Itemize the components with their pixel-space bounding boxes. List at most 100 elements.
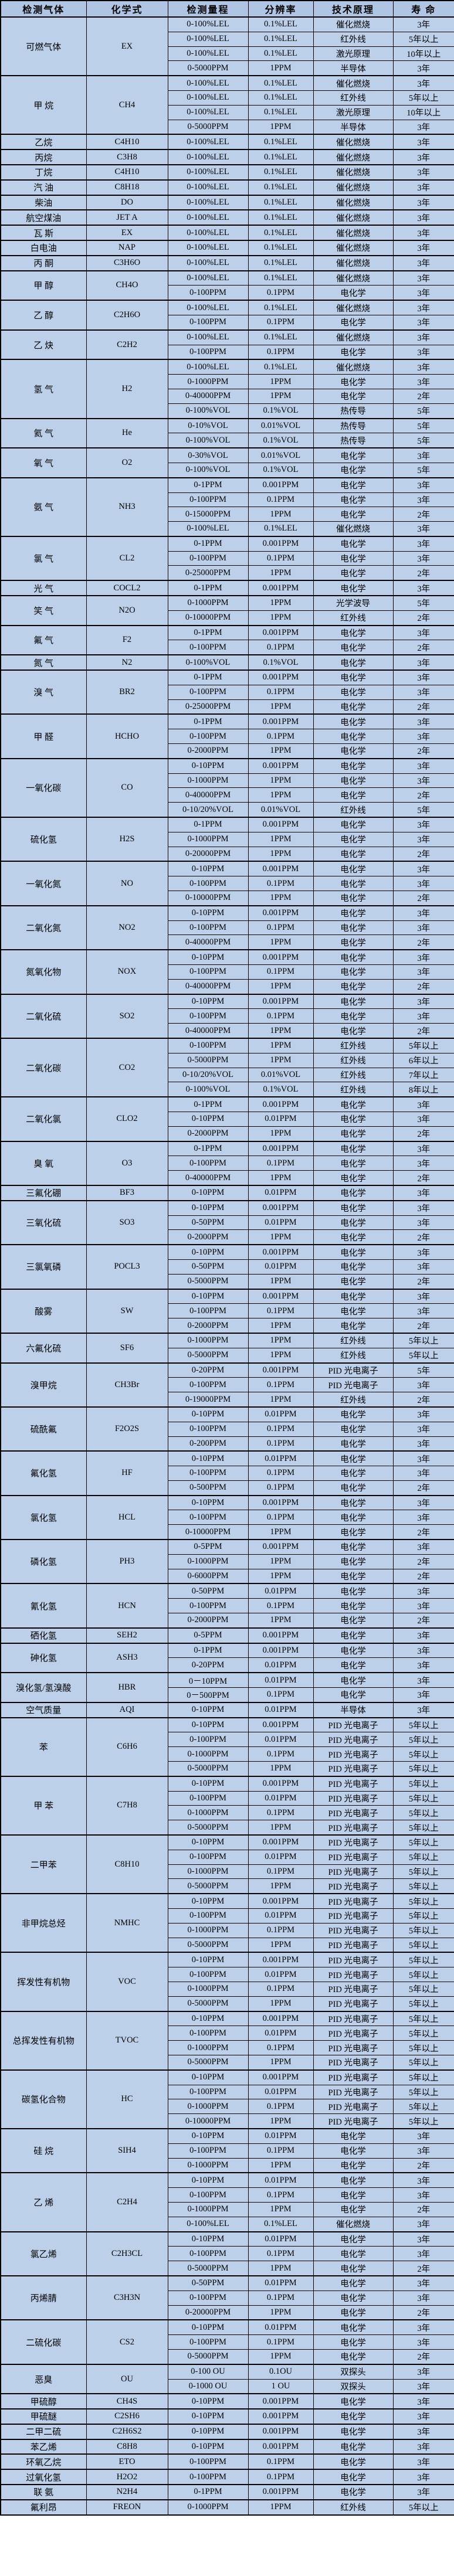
lifespan-cell: 5年以上: [392, 1805, 454, 1821]
column-header-4: 技术原理: [313, 0, 394, 18]
gas-row: 光 气 COCL2 0-1PPM 0.001PPM 电化学 3年: [0, 580, 454, 597]
gas-row: 0-10000PPM 1PPM 红外线 2年: [1, 610, 454, 626]
lifespan-cell: 5年以上: [392, 1849, 454, 1865]
range-cell: 0-1000PPM: [167, 595, 249, 611]
resolution-cell: 1PPM: [248, 1554, 314, 1569]
principle-cell: 电化学: [313, 1466, 394, 1481]
formula-cell: NOX: [86, 949, 168, 995]
resolution-cell: 0.1%LEL: [248, 329, 314, 345]
gas-row: 0-1000PPM 1PPM 电化学 2年: [1, 1554, 454, 1569]
range-cell: 0-1000PPM: [167, 1922, 249, 1938]
principle-cell: 电化学: [313, 905, 394, 921]
lifespan-cell: 3年: [392, 1495, 454, 1511]
gas-name-cell: 甲 醛: [0, 713, 87, 759]
resolution-cell: 1PPM: [248, 1038, 314, 1053]
range-cell: 0-100PPM: [167, 2084, 249, 2100]
formula-cell: N2H4: [86, 2484, 168, 2500]
principle-cell: 电化学: [313, 2172, 394, 2188]
range-cell: 0-10PPM: [167, 758, 249, 774]
gas-row: 0-100PPM 0.01PPM PID 光电离子 5年以上: [1, 1790, 454, 1806]
gas-row: 0-100PPM 0.01PPM PID 光电离子 5年以上: [1, 1849, 454, 1865]
gas-row: 0-100PPM 0.1PPM 电化学 2年: [1, 640, 454, 656]
lifespan-cell: 2年: [392, 699, 454, 715]
principle-cell: 电化学: [313, 1303, 394, 1319]
principle-cell: 电化学: [313, 684, 394, 700]
range-cell: 0-20000PPM: [167, 2305, 249, 2321]
resolution-cell: 0.1PPM: [248, 1598, 314, 1614]
resolution-cell: 1PPM: [248, 1273, 314, 1290]
lifespan-cell: 5年以上: [392, 1908, 454, 1923]
gas-row: 一氧化碳 CO 0-10PPM 0.001PPM 电化学 3年: [0, 758, 454, 818]
principle-cell: PID 光电离子: [313, 1952, 394, 1968]
resolution-cell: 0.01PPM: [248, 1790, 314, 1806]
resolution-cell: 0.001PPM: [248, 2011, 314, 2027]
range-cell: 0-10PPM: [167, 1406, 249, 1422]
formula-cell: N2: [86, 654, 168, 671]
formula-cell: HCN: [86, 1583, 168, 1629]
principle-cell: 半导体: [313, 119, 394, 135]
principle-cell: 电化学: [313, 1406, 394, 1422]
resolution-cell: 0.1%LEL: [248, 2216, 314, 2232]
resolution-cell: 0.01PPM: [248, 2275, 314, 2291]
principle-cell: PID 光电离子: [313, 1908, 394, 1923]
resolution-cell: 1PPM: [248, 2113, 314, 2129]
range-cell: 0-100PPM: [167, 1377, 249, 1393]
lifespan-cell: 3年: [392, 1008, 454, 1024]
principle-cell: 催化燃烧: [313, 16, 394, 32]
gas-name-cell: 碳氢化合物: [0, 2069, 87, 2129]
formula-cell: C8H8: [86, 2439, 168, 2455]
gas-row: 六氟化硫 SF6 0-1000PPM 1PPM 红外线 5年以上: [0, 1333, 454, 1364]
formula-cell: C6H6: [86, 1717, 168, 1777]
range-cell: 0-5000PPM: [167, 1761, 249, 1777]
range-cell: 0-40000PPM: [167, 978, 249, 995]
resolution-cell: 0.1PPM: [248, 492, 314, 508]
formula-cell: FREON: [86, 2499, 168, 2516]
gas-row: 0-100%LEL 0.1%LEL 红外线 5年以上: [1, 31, 454, 47]
resolution-cell: 0.001PPM: [248, 1200, 314, 1216]
range-cell: 0-20PPM: [167, 1362, 249, 1378]
principle-cell: 电化学: [313, 949, 394, 966]
lifespan-cell: 2年: [392, 978, 454, 995]
principle-cell: 电化学: [313, 2305, 394, 2321]
resolution-cell: 0.1%LEL: [248, 240, 314, 256]
gas-row: 0-100%LEL 0.1%LEL 催化燃烧 3年: [1, 2216, 454, 2232]
principle-cell: PID 光电离子: [313, 1834, 394, 1850]
resolution-cell: 0.01PPM: [248, 1259, 314, 1275]
range-cell: 0-10PPM: [167, 2424, 249, 2440]
lifespan-cell: 2年: [392, 846, 454, 862]
lifespan-cell: 3年: [392, 713, 454, 730]
range-cell: 0-100%LEL: [167, 195, 249, 211]
gas-row: 0-5000PPM 1PPM PID 光电离子 5年以上: [1, 1761, 454, 1777]
principle-cell: 电化学: [313, 787, 394, 803]
resolution-cell: 0.01PPM: [248, 2084, 314, 2100]
principle-cell: 电化学: [313, 891, 394, 906]
range-cell: 0-1PPM: [167, 670, 249, 685]
principle-cell: 电化学: [313, 1273, 394, 1290]
range-cell: 0-100PPM: [167, 2026, 249, 2041]
gas-name-cell: 氨 气: [0, 477, 87, 537]
lifespan-cell: 3年: [392, 905, 454, 921]
resolution-cell: 0.1PPM: [248, 1687, 314, 1703]
resolution-cell: 1PPM: [248, 2201, 314, 2217]
gas-row: 联 氨 N2H4 0-1PPM 0.001PPM 电化学 3年: [0, 2484, 454, 2500]
range-cell: 0-40000PPM: [167, 934, 249, 951]
principle-cell: 红外线: [313, 1333, 394, 1348]
resolution-cell: 1PPM: [248, 119, 314, 135]
lifespan-cell: 3年: [392, 2143, 454, 2159]
lifespan-cell: 5年以上: [392, 1776, 454, 1792]
principle-cell: PID 光电离子: [313, 1746, 394, 1762]
gas-row: 甲硫醚 C2SH6 0-10PPM 0.001PPM 电化学 3年: [0, 2408, 454, 2425]
resolution-cell: 0.1%VOL: [248, 462, 314, 478]
gas-name-cell: 磷化氢: [0, 1539, 87, 1585]
gas-row: 0-40000PPM 1PPM 电化学 2年: [1, 1023, 454, 1039]
principle-cell: 电化学: [313, 344, 394, 361]
lifespan-cell: 5年以上: [392, 1790, 454, 1806]
gas-row: 0-5000PPM 1PPM 红外线 5年以上: [1, 1347, 454, 1364]
range-cell: 0-10PPM: [167, 1834, 249, 1850]
range-cell: 0-100PPM: [167, 2469, 249, 2486]
formula-cell: AQI: [86, 1702, 168, 1718]
gas-row: 0-19000PPM 1PPM 红外线 2年: [1, 1392, 454, 1408]
gas-row: 0-10/20%VOL 0.01%VOL 红外线 5年: [1, 802, 454, 818]
resolution-cell: 0.1PPM: [248, 2246, 314, 2262]
range-cell: 0-10PPM: [167, 2128, 249, 2144]
